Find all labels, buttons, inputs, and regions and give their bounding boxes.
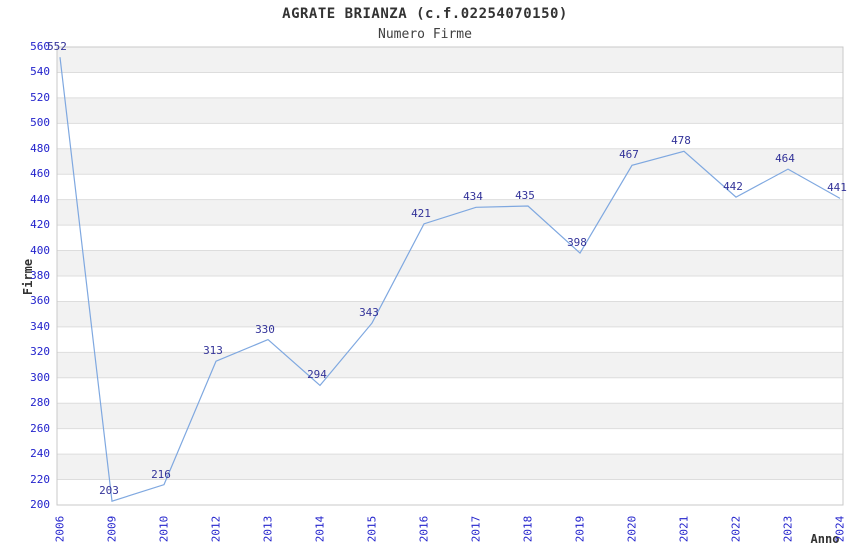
grid-band xyxy=(57,301,843,327)
y-tick-label: 400 xyxy=(30,243,50,257)
x-tick-label: 2014 xyxy=(313,515,327,543)
y-tick-label: 220 xyxy=(30,472,50,486)
point-label: 216 xyxy=(151,467,171,481)
y-tick-label: 560 xyxy=(30,40,50,53)
y-tick-label: 520 xyxy=(30,90,50,104)
x-tick-label: 2012 xyxy=(209,515,223,543)
x-tick-label: 2013 xyxy=(261,515,275,543)
x-tick-label: 2009 xyxy=(105,515,119,543)
x-tick-label: 2018 xyxy=(521,515,535,543)
y-tick-label: 320 xyxy=(30,345,50,359)
y-tick-label: 540 xyxy=(30,65,50,79)
point-label: 442 xyxy=(723,180,743,194)
x-tick-label: 2016 xyxy=(417,515,431,543)
x-tick-label: 2023 xyxy=(781,515,795,543)
y-tick-label: 340 xyxy=(30,319,50,333)
y-tick-label: 240 xyxy=(30,447,50,461)
x-tick-label: 2022 xyxy=(729,515,743,543)
grid-band xyxy=(57,403,843,429)
point-label: 434 xyxy=(463,190,483,204)
grid-band xyxy=(57,148,843,175)
y-tick-label: 200 xyxy=(30,498,50,511)
y-tick-label: 260 xyxy=(30,421,50,435)
point-label: 398 xyxy=(567,236,587,250)
grid-band xyxy=(57,250,843,276)
x-tick-label: 2021 xyxy=(677,515,691,543)
y-tick-label: 300 xyxy=(30,370,50,384)
x-tick-label: 2015 xyxy=(365,515,379,543)
grid-band xyxy=(57,352,843,378)
point-label: 313 xyxy=(203,344,223,358)
point-label: 552 xyxy=(47,40,67,54)
x-tick-label: 2024 xyxy=(833,515,847,543)
point-label: 330 xyxy=(255,322,275,336)
point-label: 467 xyxy=(619,148,639,162)
series-line xyxy=(59,57,841,502)
x-tick-label: 2006 xyxy=(53,515,67,543)
chart-subtitle: Numero Firme xyxy=(378,27,472,42)
y-tick-label: 480 xyxy=(30,141,50,155)
point-label: 464 xyxy=(775,152,795,166)
chart-title: AGRATE BRIANZA (c.f.02254070150) xyxy=(282,6,568,22)
x-tick-label: 2017 xyxy=(469,515,483,543)
y-tick-label: 500 xyxy=(30,116,50,130)
y-tick-label: 360 xyxy=(30,294,50,308)
y-tick-label: 420 xyxy=(30,218,50,232)
grid-band xyxy=(57,97,843,124)
x-tick-label: 2020 xyxy=(625,515,639,543)
point-label: 294 xyxy=(307,368,327,382)
x-tick-label: 2019 xyxy=(573,515,587,543)
y-tick-label: 440 xyxy=(30,192,50,206)
point-label: 421 xyxy=(411,206,431,220)
y-tick-label: 380 xyxy=(30,269,50,282)
x-axis-label: Anno xyxy=(810,532,840,546)
point-label: 441 xyxy=(827,181,847,195)
grid-band xyxy=(57,199,843,226)
plot-border xyxy=(56,46,844,506)
grid-band xyxy=(57,454,843,480)
y-tick-label: 280 xyxy=(30,396,50,410)
y-tick-label: 460 xyxy=(30,167,50,181)
point-label: 343 xyxy=(359,306,379,320)
x-tick-label: 2010 xyxy=(157,515,171,543)
point-label: 435 xyxy=(515,189,535,203)
point-label: 478 xyxy=(671,134,691,148)
point-label: 203 xyxy=(99,484,119,498)
grid-band xyxy=(57,47,843,73)
